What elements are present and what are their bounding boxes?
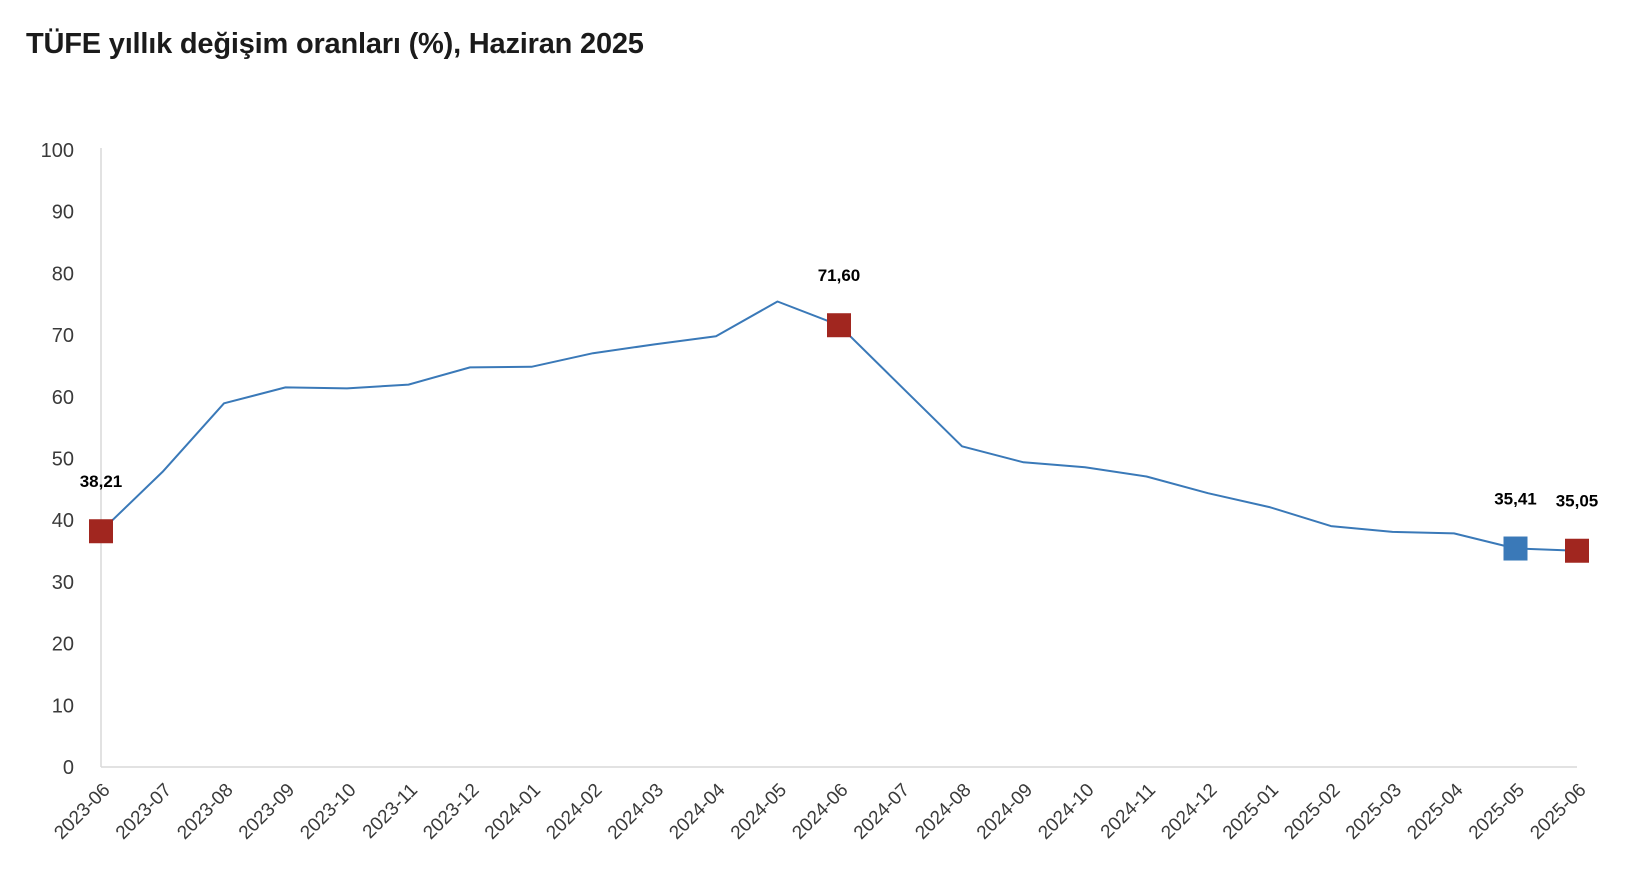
x-tick-label: 2024-07: [850, 780, 914, 844]
x-tick-label: 2024-01: [481, 780, 545, 844]
x-tick-label: 2024-10: [1034, 780, 1098, 844]
chart-title: TÜFE yıllık değişim oranları (%), Hazira…: [26, 28, 644, 60]
x-tick-label: 2024-06: [788, 780, 852, 844]
x-tick-label: 2024-05: [727, 780, 791, 844]
y-tick-label: 70: [52, 325, 74, 347]
x-tick-label: 2025-05: [1465, 780, 1529, 844]
x-tick-label: 2025-01: [1219, 780, 1283, 844]
series-line: [100, 300, 1578, 552]
y-tick-label: 30: [52, 572, 74, 594]
highlight-marker: [827, 313, 851, 338]
y-tick-label: 10: [52, 695, 74, 717]
y-tick-label: 80: [52, 263, 74, 285]
data-label: 38,21: [80, 472, 123, 491]
y-tick-labels: 0 10 20 30 40 50 60 70 80 90 100: [41, 140, 74, 779]
x-tick-label: 2023-06: [50, 780, 114, 844]
x-tick-label: 2023-11: [359, 780, 422, 843]
y-tick-label: 50: [52, 449, 74, 471]
x-tick-label: 2024-12: [1157, 780, 1221, 844]
x-tick-label: 2023-08: [173, 780, 237, 844]
data-label: 35,05: [1556, 492, 1599, 511]
x-tick-label: 2023-12: [419, 780, 483, 844]
x-tick-label: 2025-06: [1526, 780, 1590, 844]
x-tick-label: 2024-04: [665, 779, 729, 843]
x-tick-label: 2024-03: [604, 780, 668, 844]
x-tick-label: 2025-02: [1280, 780, 1344, 844]
highlight-marker: [89, 519, 113, 544]
x-tick-labels: 2023-062023-072023-082023-092023-102023-…: [50, 779, 1590, 843]
x-tick-label: 2025-03: [1342, 780, 1406, 844]
x-tick-label: 2024-08: [911, 780, 975, 844]
y-tick-label: 100: [41, 140, 74, 162]
y-tick-label: 40: [52, 510, 74, 532]
data-label: 35,41: [1494, 490, 1537, 509]
x-tick-label: 2024-09: [973, 780, 1037, 844]
x-tick-label: 2024-02: [542, 780, 606, 844]
highlight-marker: [1565, 538, 1589, 563]
axes: [100, 148, 1577, 768]
highlight-markers: [89, 313, 1589, 563]
y-tick-label: 90: [52, 202, 74, 224]
y-tick-label: 20: [52, 634, 74, 656]
x-tick-label: 2023-07: [112, 780, 176, 844]
x-tick-label: 2023-10: [296, 780, 360, 844]
y-tick-label: 60: [52, 387, 74, 409]
y-tick-label: 0: [63, 757, 74, 779]
data-labels: 38,21 71,60 35,41 35,05: [80, 266, 1599, 511]
x-tick-label: 2023-09: [235, 780, 299, 844]
highlight-marker: [1503, 536, 1528, 561]
x-tick-label: 2025-04: [1403, 779, 1467, 843]
series-layer: [100, 300, 1578, 552]
x-tick-label: 2024-11: [1097, 780, 1160, 843]
data-label: 71,60: [818, 266, 861, 285]
